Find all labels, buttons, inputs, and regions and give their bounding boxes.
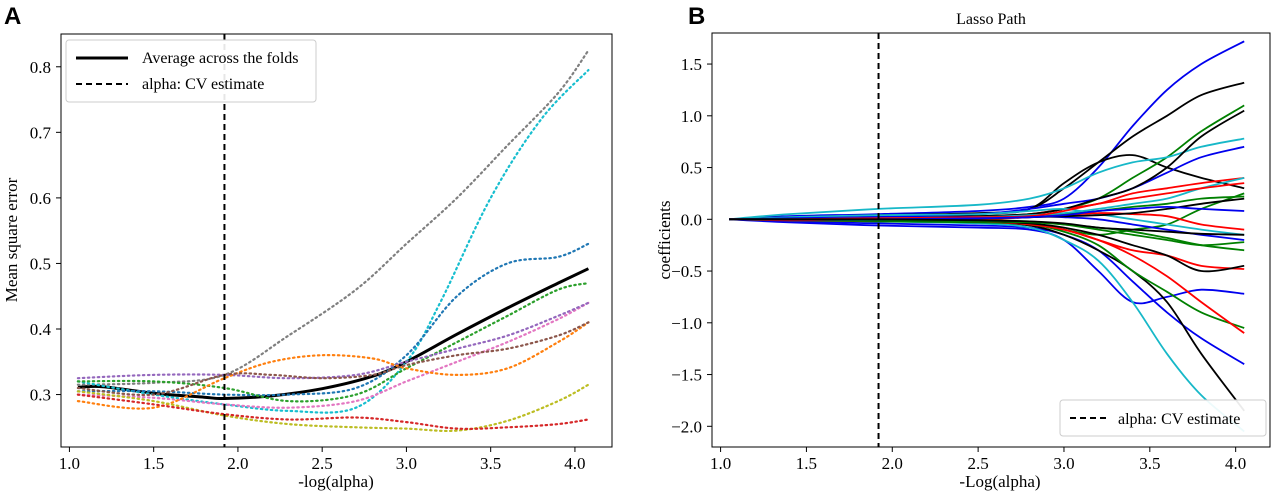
panel-b-chart: Lasso Path 1.0 1.5 2.0 2.5 3.0 3.5 4.0 1.5 1.0 0.… [655, 11, 1271, 491]
panel-a-xtick-label: 1.0 [59, 454, 80, 473]
legend-cv-estimate-label: alpha: CV estimate [142, 76, 264, 93]
panel-a-series-average-across-the-folds [77, 267, 590, 401]
panel-a-xtick-label: 3.5 [480, 454, 501, 473]
panel-a-chart: 1.0 1.5 2.0 2.5 3.0 3.5 4.00.30.40.50.60.70.8 … [2, 33, 613, 491]
panel-a-plot-frame [60, 33, 613, 448]
panel-label-b: B [688, 3, 705, 30]
panel-a-series-fold-pink [76, 301, 590, 409]
panel-a-ylabel: Mean square error [2, 177, 21, 302]
panel-b-ytick-label: −1.0 [671, 314, 702, 333]
panel-a-ytick-label: 0.3 [30, 386, 51, 405]
panel-b-ytick-label: −0.5 [671, 262, 702, 281]
legend-b-cv-estimate-label: alpha: CV estimate [1118, 411, 1240, 428]
panel-label-a: A [4, 3, 21, 30]
panel-a-series-fold-green [76, 282, 590, 403]
panel-b-xtick-label: 1.5 [796, 454, 817, 473]
panel-a-ytick-label: 0.5 [30, 254, 51, 273]
panel-b-xtick-label: 2.0 [882, 454, 903, 473]
panel-a-ytick-label: 0.8 [30, 58, 51, 77]
panel-a-xtick-label: 1.5 [143, 454, 164, 473]
panel-a-xtick-label: 2.0 [227, 454, 248, 473]
panel-a-series-fold-brown [76, 321, 590, 397]
panel-b-ytick-label: −2.0 [671, 417, 702, 436]
panel-b-xtick-label: 1.0 [710, 454, 731, 473]
panel-a-xlabel: -log(alpha) [298, 472, 374, 491]
panel-b-series-c28 [729, 218, 1245, 236]
panel-b-ytick-label: 1.0 [681, 107, 702, 126]
panel-a-series-fold-blue [76, 242, 590, 397]
panel-b-series-c10 [729, 207, 1245, 236]
panel-a-ytick-label: 0.4 [30, 320, 52, 339]
panel-b-xtick-label: 3.0 [1053, 454, 1074, 473]
panel-b-title: Lasso Path [956, 11, 1026, 28]
panel-b-ytick-label: 1.5 [681, 55, 702, 74]
panel-a-xtick-label: 2.5 [312, 454, 333, 473]
panel-a-ytick-label: 0.7 [30, 123, 52, 142]
panel-b-legend: alpha: CV estimate [1059, 399, 1267, 437]
panel-b-ytick-label: 0.0 [681, 210, 702, 229]
panel-a-series-fold-grey [76, 49, 590, 386]
panel-b-xtick-label: 3.5 [1139, 454, 1160, 473]
panel-b-series-c14 [729, 218, 1245, 412]
panel-a-series-fold-orange [76, 321, 590, 410]
panel-b-legend-box [1059, 399, 1267, 437]
panel-a-ytick-label: 0.6 [30, 189, 51, 208]
panel-a-series-fold-cyan [76, 69, 590, 414]
panel-b-series-c4 [729, 104, 1245, 221]
panel-a-series-fold-olive [76, 383, 590, 433]
panel-a-series-fold-purple [76, 301, 590, 380]
panel-b-series-c11 [729, 218, 1245, 270]
panel-a-legend-box [65, 39, 317, 103]
panel-a-legend: Average across the folds alpha: CV estim… [65, 39, 317, 103]
panel-b-series-c5 [729, 137, 1245, 221]
panel-b-ytick-label: 0.5 [681, 159, 702, 178]
panel-a-series-fold-red [76, 393, 590, 430]
panel-b-xtick-label: 2.5 [967, 454, 988, 473]
panel-b-xlabel: -Log(alpha) [959, 472, 1040, 491]
panel-b-series-c1 [729, 40, 1245, 221]
panel-a-xtick-label: 3.0 [396, 454, 417, 473]
panel-b-series-c17 [729, 218, 1245, 334]
panel-b-plot-frame [711, 32, 1271, 448]
panel-a-xtick-label: 4.0 [564, 454, 585, 473]
panel-b-ylabel: coefficients [655, 201, 674, 280]
panel-b-ytick-label: −1.5 [671, 366, 702, 385]
panel-b-xtick-label: 4.0 [1225, 454, 1246, 473]
legend-average-label: Average across the folds [142, 50, 299, 67]
